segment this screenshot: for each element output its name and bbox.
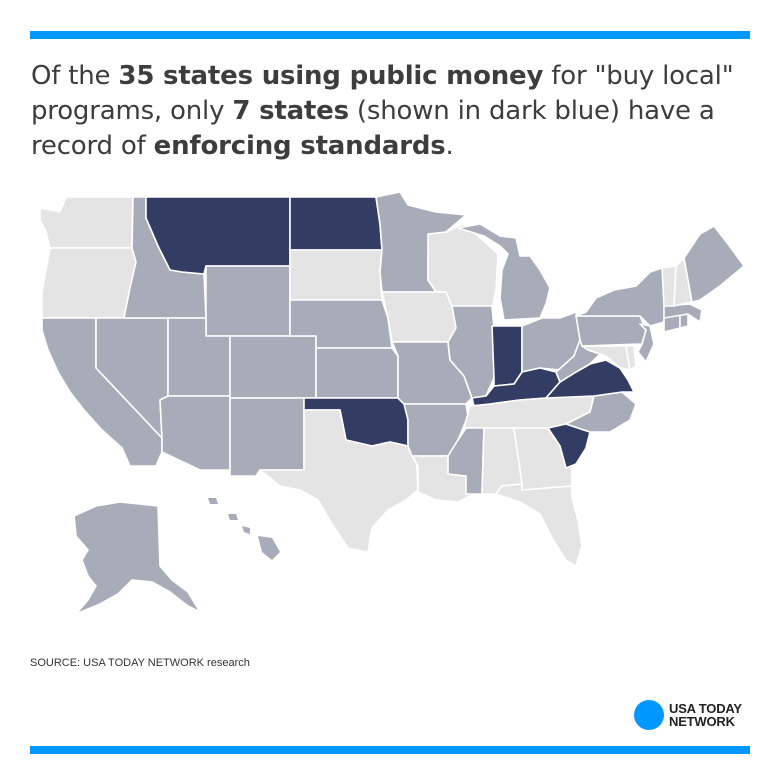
state-IN xyxy=(491,325,523,387)
state-MI xyxy=(457,223,551,321)
state-ME xyxy=(683,225,745,303)
state-KS xyxy=(315,347,399,399)
headline-text: Of the xyxy=(31,61,119,91)
logo-circle-icon xyxy=(634,700,664,730)
state-NM xyxy=(229,397,305,477)
state-HI xyxy=(208,498,280,560)
state-WA xyxy=(39,196,134,249)
headline-emphasis-enforcing: enforcing standards xyxy=(153,131,446,161)
state-OR xyxy=(41,247,137,319)
state-IA xyxy=(381,291,457,343)
state-AK xyxy=(73,501,201,615)
state-TX xyxy=(259,409,419,553)
state-FL xyxy=(495,483,583,567)
state-CO xyxy=(229,335,317,399)
headline-text: (shown in dark blue) have a record of xyxy=(31,96,715,161)
headline-text: . xyxy=(445,131,454,161)
headline-text: for "buy local" programs, only xyxy=(31,61,734,126)
state-MA xyxy=(663,303,703,323)
logo-line-1: USA TODAY xyxy=(669,701,742,716)
state-RI xyxy=(679,313,689,329)
usa-today-network-logo: USA TODAY NETWORK xyxy=(634,700,750,732)
headline: Of the 35 states using public money for … xyxy=(31,59,751,164)
state-DE xyxy=(625,345,637,371)
state-NJ xyxy=(637,323,655,363)
headline-emphasis-public-money: 35 states using public money xyxy=(118,61,544,91)
state-NC xyxy=(565,391,637,433)
logo-wordmark: USA TODAY NETWORK xyxy=(669,702,742,728)
state-ND xyxy=(289,196,383,251)
state-PA xyxy=(575,315,647,347)
top-accent-bar xyxy=(30,31,750,39)
state-MT xyxy=(145,196,291,275)
state-SD xyxy=(289,249,383,301)
state-AZ xyxy=(159,395,231,471)
state-WY xyxy=(205,265,291,337)
source-note: SOURCE: USA TODAY NETWORK research xyxy=(30,657,250,669)
logo-line-2: NETWORK xyxy=(669,714,735,729)
bottom-accent-bar xyxy=(30,746,750,754)
headline-emphasis-seven-states: 7 states xyxy=(232,96,349,126)
